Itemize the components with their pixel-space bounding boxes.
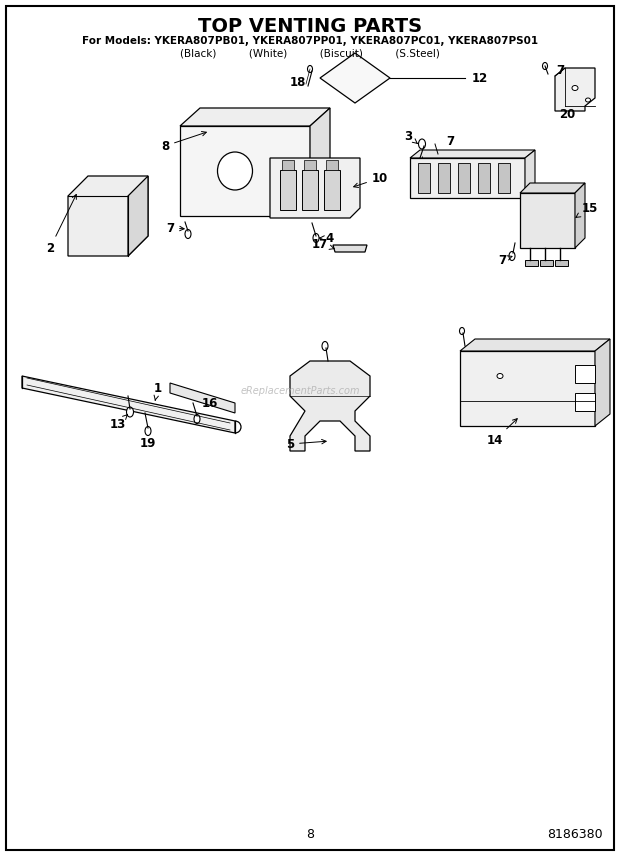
Ellipse shape	[572, 86, 578, 91]
Text: 20: 20	[559, 108, 575, 121]
Polygon shape	[170, 383, 235, 413]
Polygon shape	[595, 339, 610, 426]
Polygon shape	[460, 339, 610, 351]
Ellipse shape	[418, 139, 425, 149]
Polygon shape	[180, 126, 310, 216]
Polygon shape	[520, 183, 585, 193]
Ellipse shape	[308, 66, 312, 73]
Polygon shape	[410, 150, 535, 158]
Polygon shape	[22, 376, 235, 433]
Polygon shape	[555, 260, 568, 266]
Text: 19: 19	[140, 437, 156, 449]
Ellipse shape	[218, 152, 252, 190]
Text: 5: 5	[286, 437, 326, 450]
Text: 8: 8	[306, 828, 314, 841]
Text: 7: 7	[498, 253, 512, 266]
Polygon shape	[458, 163, 470, 193]
Text: 3: 3	[404, 129, 417, 144]
Text: For Models: YKERA807PB01, YKERA807PP01, YKERA807PC01, YKERA807PS01: For Models: YKERA807PB01, YKERA807PP01, …	[82, 36, 538, 46]
Polygon shape	[302, 170, 318, 210]
Ellipse shape	[126, 407, 133, 417]
Polygon shape	[540, 260, 553, 266]
Text: 1: 1	[154, 382, 162, 401]
Text: (Black)          (White)          (Biscuit)          (S.Steel): (Black) (White) (Biscuit) (S.Steel)	[180, 48, 440, 58]
Polygon shape	[498, 163, 510, 193]
Text: 12: 12	[472, 72, 488, 85]
Text: 8: 8	[161, 132, 206, 152]
Ellipse shape	[509, 252, 515, 260]
Text: TOP VENTING PARTS: TOP VENTING PARTS	[198, 16, 422, 35]
Polygon shape	[525, 260, 538, 266]
Polygon shape	[555, 68, 595, 111]
Polygon shape	[575, 393, 595, 411]
Ellipse shape	[313, 234, 319, 242]
Polygon shape	[282, 160, 294, 170]
Text: 4: 4	[320, 231, 334, 245]
Ellipse shape	[322, 342, 328, 350]
Ellipse shape	[194, 414, 200, 424]
Text: eReplacementParts.com: eReplacementParts.com	[241, 386, 360, 396]
Ellipse shape	[145, 426, 151, 436]
Polygon shape	[520, 193, 575, 248]
Text: 17: 17	[312, 237, 334, 251]
Polygon shape	[410, 158, 525, 198]
Polygon shape	[575, 183, 585, 248]
Polygon shape	[280, 170, 296, 210]
Polygon shape	[324, 170, 340, 210]
Text: 14: 14	[487, 419, 517, 447]
Polygon shape	[68, 176, 148, 256]
Text: 8186380: 8186380	[547, 828, 603, 841]
Text: 18: 18	[290, 75, 306, 88]
Text: 10: 10	[353, 171, 388, 187]
Ellipse shape	[542, 62, 547, 69]
Polygon shape	[575, 365, 595, 383]
Ellipse shape	[459, 328, 464, 335]
Ellipse shape	[185, 229, 191, 239]
Text: 7: 7	[556, 63, 564, 76]
Ellipse shape	[585, 98, 590, 102]
Polygon shape	[128, 176, 148, 256]
Polygon shape	[460, 351, 595, 426]
Ellipse shape	[497, 373, 503, 378]
Text: 13: 13	[110, 414, 128, 431]
Text: 7: 7	[446, 134, 454, 147]
Polygon shape	[320, 53, 390, 103]
Text: 15: 15	[576, 201, 598, 217]
Polygon shape	[310, 108, 330, 216]
Polygon shape	[478, 163, 490, 193]
Polygon shape	[180, 108, 330, 126]
Polygon shape	[270, 158, 360, 218]
Polygon shape	[525, 150, 535, 198]
Polygon shape	[418, 163, 430, 193]
Polygon shape	[333, 245, 367, 252]
Text: 2: 2	[46, 194, 76, 254]
Polygon shape	[290, 361, 370, 451]
Polygon shape	[438, 163, 450, 193]
Text: 16: 16	[202, 396, 218, 409]
Polygon shape	[304, 160, 316, 170]
Text: 7: 7	[166, 222, 184, 235]
Polygon shape	[326, 160, 338, 170]
Polygon shape	[275, 161, 295, 181]
